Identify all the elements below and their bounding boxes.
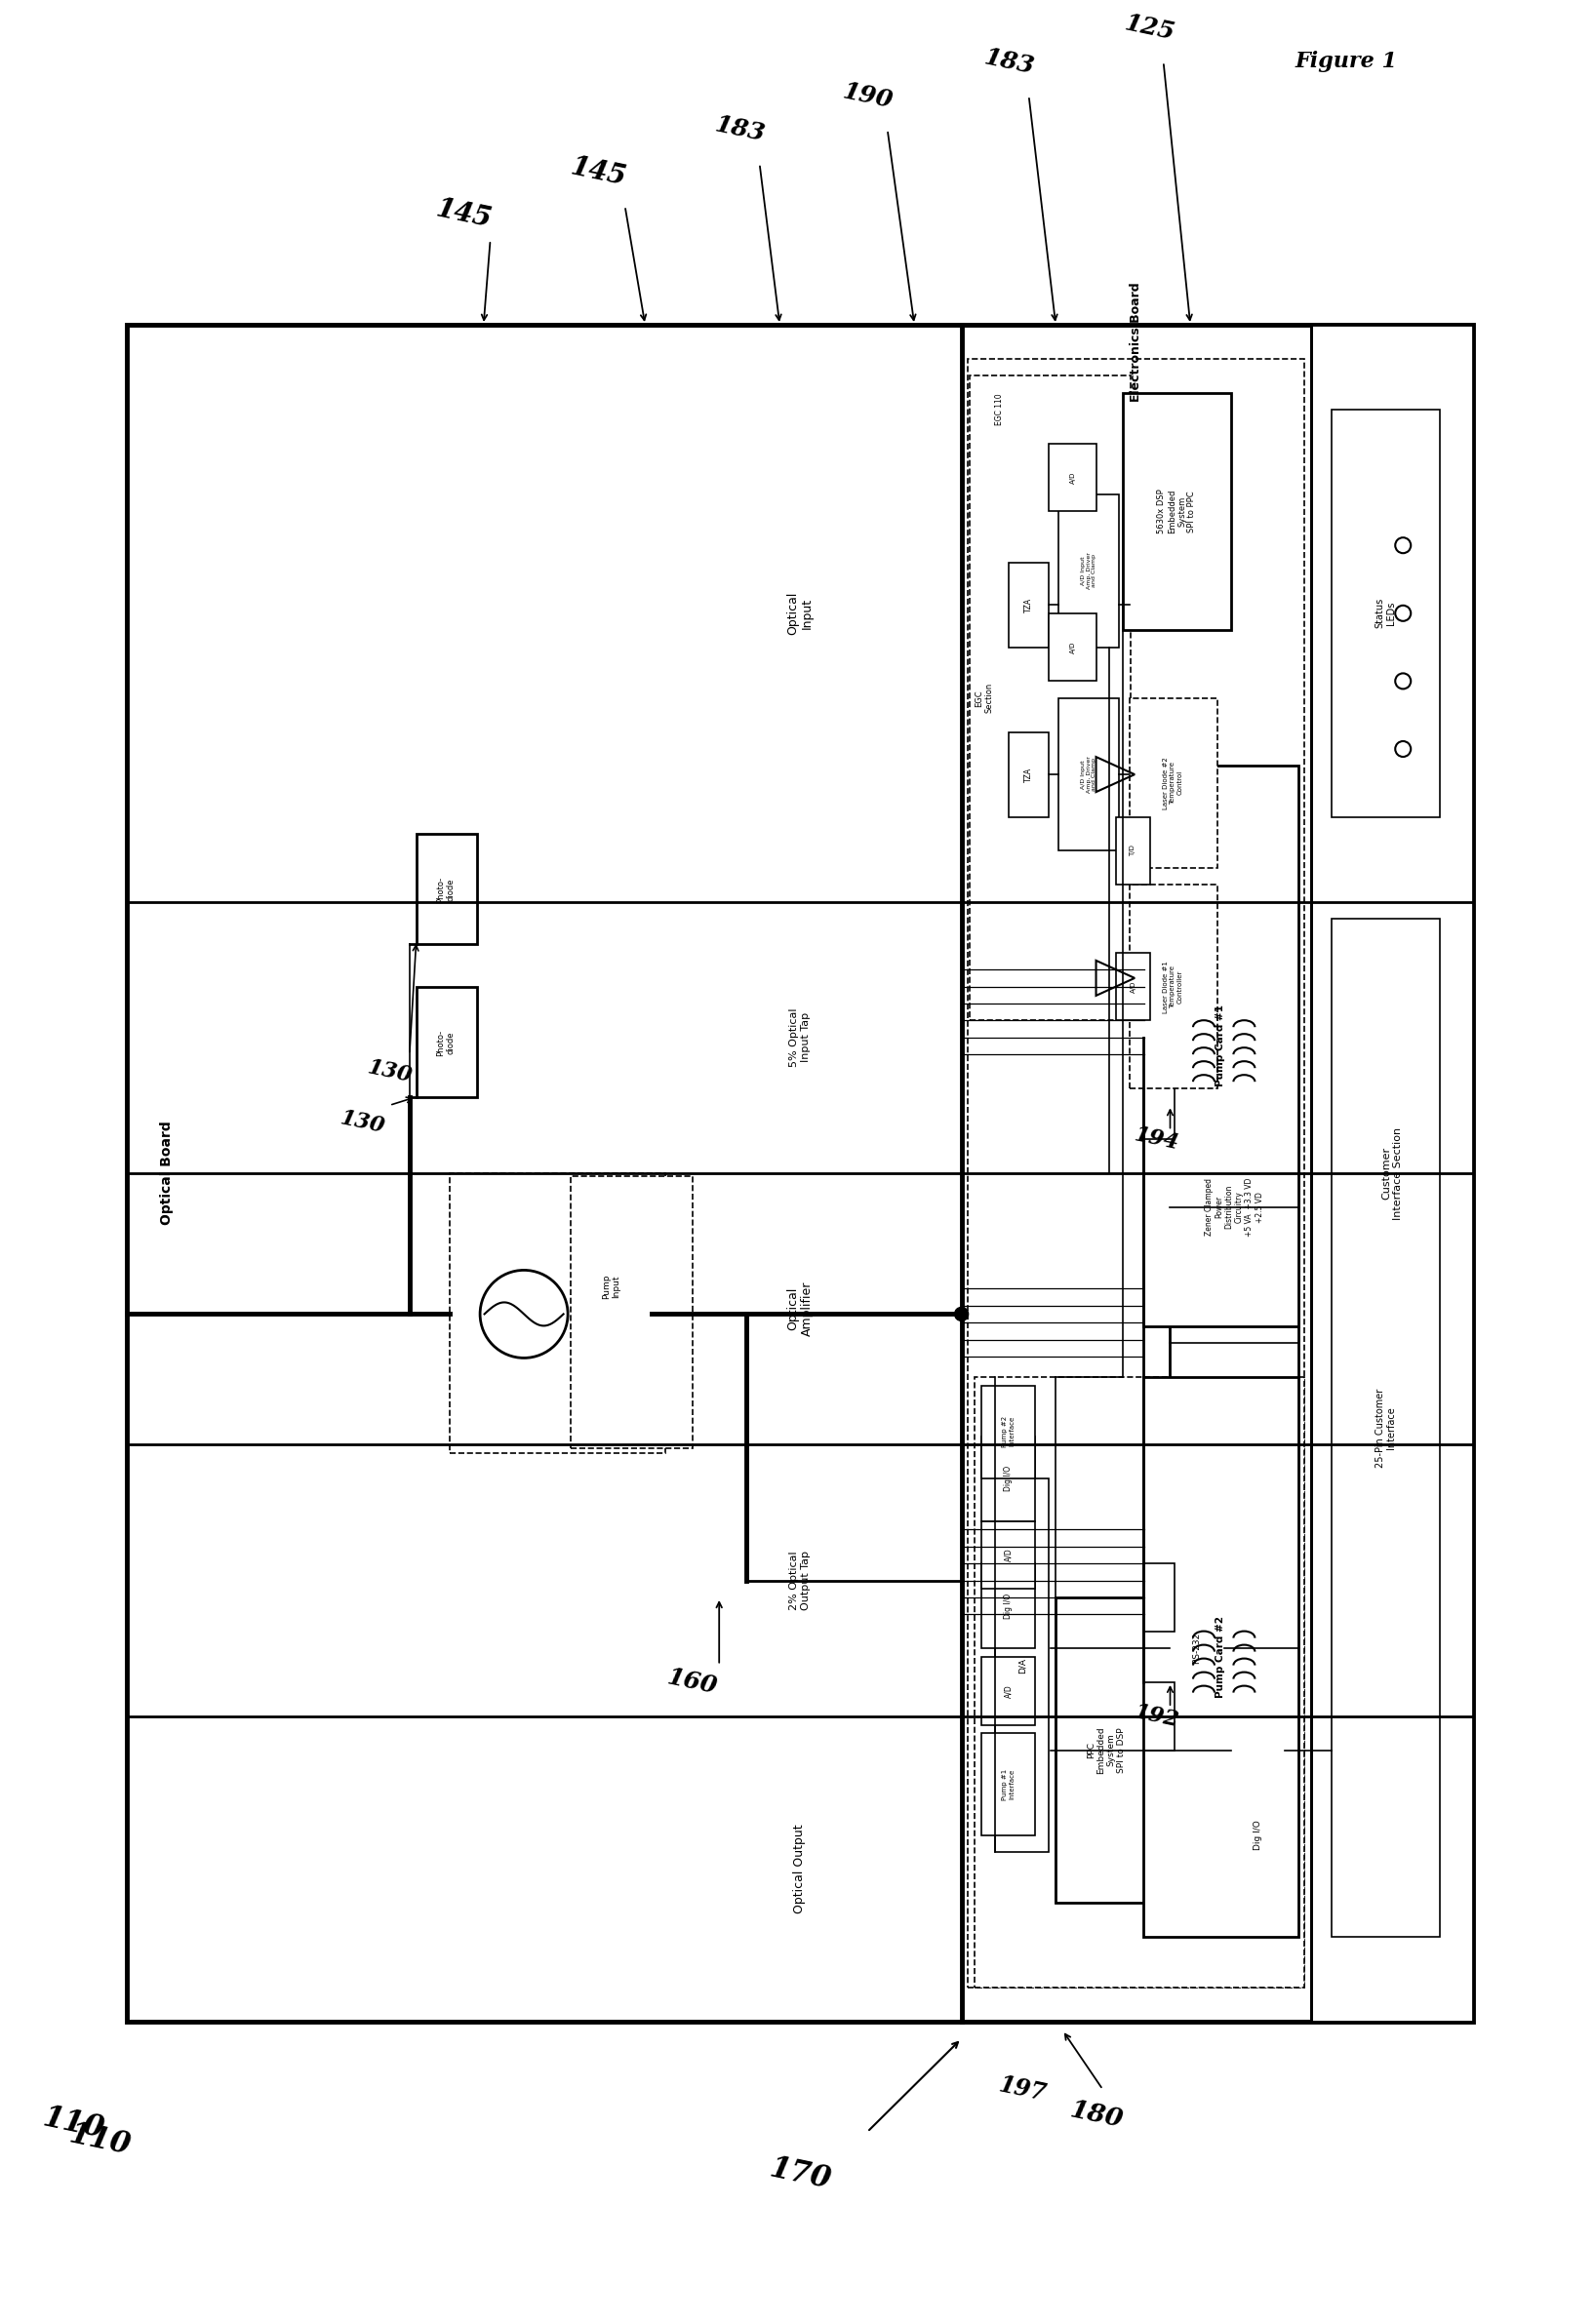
Text: 25-Pin Customer
Interface: 25-Pin Customer Interface (1376, 1387, 1396, 1466)
Text: 130: 130 (365, 1055, 414, 1088)
Text: Photo-
diode: Photo- diode (437, 1030, 456, 1055)
Text: EGC
Section: EGC Section (976, 683, 993, 713)
Bar (1116, 816, 1149, 885)
Text: 183: 183 (713, 114, 767, 146)
Bar (571, 1176, 692, 1448)
Text: TZA: TZA (1025, 767, 1033, 781)
Bar (1144, 1564, 1175, 1631)
Bar (1144, 1071, 1175, 1139)
Text: A/D: A/D (1004, 1548, 1012, 1562)
Text: A/D Input
Amp, Driver
and Clamp: A/D Input Amp, Driver and Clamp (1081, 755, 1097, 792)
Text: TZA: TZA (1025, 597, 1033, 611)
Text: 197: 197 (996, 2073, 1049, 2106)
Bar (1331, 409, 1439, 816)
Bar (1144, 1683, 1175, 1750)
Text: 5% Optical
Input Tap: 5% Optical Input Tap (789, 1009, 810, 1067)
Text: Zener Clamped
Power
Distribution
Circuitry
+5 VA  +3.3 VD
+2.5 VD: Zener Clamped Power Distribution Circuit… (1205, 1178, 1264, 1236)
Bar (982, 1657, 1036, 1724)
Text: Pump #1
Interface: Pump #1 Interface (1003, 1769, 1015, 1799)
Bar (1124, 393, 1231, 630)
Text: Optical
Input: Optical Input (786, 593, 813, 634)
Text: Optical Board: Optical Board (161, 1120, 174, 1225)
Bar (982, 1734, 1036, 1836)
Text: 170: 170 (767, 2152, 834, 2196)
Text: A/D Input
Amp, Driver
and Clamp: A/D Input Amp, Driver and Clamp (1081, 553, 1097, 590)
Text: 5630x DSP
Embedded
System
SPI to PPC: 5630x DSP Embedded System SPI to PPC (1157, 488, 1197, 535)
Text: Status
LEDs: Status LEDs (1376, 597, 1396, 627)
Bar (1312, 325, 1473, 2022)
Bar (1170, 918, 1298, 1497)
Bar (1049, 444, 1097, 511)
Bar (995, 1478, 1049, 1852)
Text: EGC 110: EGC 110 (995, 393, 1004, 425)
Bar (1170, 1545, 1224, 1750)
Text: Photo-
diode: Photo- diode (437, 876, 456, 904)
Text: 145: 145 (567, 153, 628, 191)
Text: Pump Card #2: Pump Card #2 (1216, 1615, 1226, 1699)
Text: 130: 130 (338, 1106, 387, 1136)
Bar (982, 1564, 1036, 1648)
Circle shape (955, 1306, 968, 1320)
Text: A/D: A/D (1070, 641, 1076, 653)
Text: Dig I/O: Dig I/O (1004, 1466, 1012, 1492)
Bar (1143, 1376, 1298, 1936)
Bar (1130, 697, 1218, 867)
Text: PPC
Embedded
System
SPI to DSP: PPC Embedded System SPI to DSP (1087, 1727, 1125, 1773)
Text: Pump Card #1: Pump Card #1 (1216, 1004, 1226, 1088)
Text: A/D: A/D (1004, 1685, 1012, 1697)
Bar (1009, 562, 1049, 646)
Text: Customer
Interface Section: Customer Interface Section (1382, 1127, 1403, 1220)
Bar (416, 834, 477, 944)
Bar (982, 1436, 1036, 1522)
Bar (1055, 1597, 1157, 1903)
Bar (1049, 614, 1097, 681)
Bar (1144, 953, 1175, 1020)
Text: 194: 194 (1132, 1125, 1181, 1155)
Text: RS-232: RS-232 (1192, 1634, 1202, 1664)
Text: Pump
Input: Pump Input (603, 1274, 622, 1299)
Text: Pump #2
Interface: Pump #2 Interface (1003, 1415, 1015, 1448)
Bar (982, 1522, 1036, 1590)
Text: 110: 110 (40, 2103, 107, 2145)
Text: Dig I/O: Dig I/O (1253, 1820, 1262, 1850)
Bar (1130, 885, 1218, 1088)
Text: A/D: A/D (1070, 472, 1076, 483)
Text: Figure 1: Figure 1 (1294, 51, 1398, 72)
Text: 180: 180 (1068, 2099, 1125, 2133)
Text: Laser Diode #1
Temperature
Controller: Laser Diode #1 Temperature Controller (1164, 960, 1183, 1013)
Bar (1231, 1750, 1285, 1920)
Text: Dig I/O: Dig I/O (1004, 1594, 1012, 1620)
Bar (976, 1376, 1305, 1987)
Bar (1058, 495, 1119, 646)
Bar (416, 988, 477, 1097)
Bar (968, 358, 1305, 1987)
Text: D/A: D/A (1017, 1657, 1027, 1673)
Text: 110: 110 (67, 2119, 134, 2161)
Bar (982, 1385, 1036, 1478)
Text: Optical Output: Optical Output (794, 1824, 807, 1913)
Text: Optical
Amplifier: Optical Amplifier (786, 1281, 813, 1336)
Bar (1143, 767, 1298, 1327)
Text: 192: 192 (1132, 1701, 1181, 1731)
Bar (450, 1174, 665, 1452)
Text: 145: 145 (434, 195, 494, 232)
Text: T/D: T/D (1130, 846, 1137, 858)
Bar (969, 376, 1132, 1020)
Text: 160: 160 (665, 1666, 719, 1699)
Bar (128, 325, 1473, 2022)
Text: 190: 190 (840, 79, 894, 112)
Text: 2% Optical
Output Tap: 2% Optical Output Tap (789, 1550, 810, 1611)
Bar (1116, 953, 1149, 1020)
Bar (1331, 918, 1439, 1936)
Bar (1058, 697, 1119, 851)
Text: 183: 183 (982, 44, 1036, 79)
Text: Laser Diode #2
Temperature
Control: Laser Diode #2 Temperature Control (1164, 758, 1183, 809)
Text: Electronics Board: Electronics Board (1130, 281, 1143, 402)
Text: 125: 125 (1122, 12, 1178, 44)
Bar (1009, 732, 1049, 816)
Text: A/D: A/D (1130, 981, 1137, 992)
